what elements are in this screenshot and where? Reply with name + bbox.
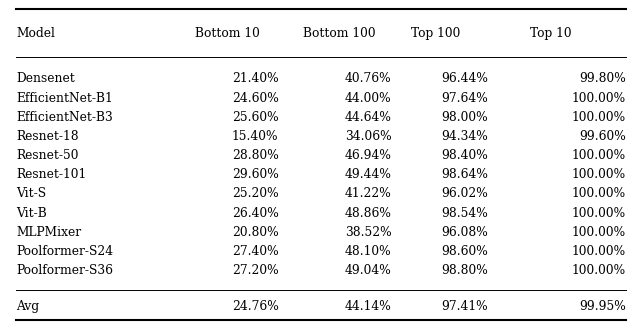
Text: Vit-S: Vit-S — [16, 187, 46, 200]
Text: Poolformer-S24: Poolformer-S24 — [16, 245, 113, 258]
Text: 38.52%: 38.52% — [345, 226, 392, 239]
Text: 97.64%: 97.64% — [441, 91, 488, 105]
Text: EfficientNet-B1: EfficientNet-B1 — [16, 91, 113, 105]
Text: Top 100: Top 100 — [410, 27, 460, 40]
Text: Bottom 100: Bottom 100 — [303, 27, 376, 40]
Text: 46.94%: 46.94% — [345, 149, 392, 162]
Text: 100.00%: 100.00% — [572, 168, 626, 181]
Text: Top 10: Top 10 — [529, 27, 572, 40]
Text: 98.80%: 98.80% — [441, 264, 488, 277]
Text: 21.40%: 21.40% — [232, 72, 278, 85]
Text: 96.02%: 96.02% — [441, 187, 488, 200]
Text: Resnet-101: Resnet-101 — [16, 168, 86, 181]
Text: 44.14%: 44.14% — [345, 300, 392, 313]
Text: 20.80%: 20.80% — [232, 226, 278, 239]
Text: 100.00%: 100.00% — [572, 226, 626, 239]
Text: EfficientNet-B3: EfficientNet-B3 — [16, 111, 113, 124]
Text: 44.00%: 44.00% — [345, 91, 392, 105]
Text: MLPMixer: MLPMixer — [16, 226, 81, 239]
Text: 100.00%: 100.00% — [572, 111, 626, 124]
Text: 40.76%: 40.76% — [345, 72, 392, 85]
Text: 41.22%: 41.22% — [345, 187, 392, 200]
Text: 98.00%: 98.00% — [441, 111, 488, 124]
Text: 44.64%: 44.64% — [345, 111, 392, 124]
Text: 100.00%: 100.00% — [572, 149, 626, 162]
Text: 98.64%: 98.64% — [441, 168, 488, 181]
Text: 98.40%: 98.40% — [441, 149, 488, 162]
Text: 100.00%: 100.00% — [572, 91, 626, 105]
Text: 24.60%: 24.60% — [232, 91, 278, 105]
Text: 97.41%: 97.41% — [441, 300, 488, 313]
Text: 99.95%: 99.95% — [579, 300, 626, 313]
Text: Resnet-18: Resnet-18 — [16, 130, 79, 143]
Text: 29.60%: 29.60% — [232, 168, 278, 181]
Text: 24.76%: 24.76% — [232, 300, 278, 313]
Text: Resnet-50: Resnet-50 — [16, 149, 79, 162]
Text: Vit-B: Vit-B — [16, 206, 47, 220]
Text: 25.60%: 25.60% — [232, 111, 278, 124]
Text: 34.06%: 34.06% — [345, 130, 392, 143]
Text: Densenet: Densenet — [16, 72, 75, 85]
Text: Bottom 10: Bottom 10 — [195, 27, 260, 40]
Text: 49.04%: 49.04% — [345, 264, 392, 277]
Text: 27.20%: 27.20% — [232, 264, 278, 277]
Text: 48.86%: 48.86% — [345, 206, 392, 220]
Text: 99.60%: 99.60% — [579, 130, 626, 143]
Text: 15.40%: 15.40% — [232, 130, 278, 143]
Text: 94.34%: 94.34% — [441, 130, 488, 143]
Text: 27.40%: 27.40% — [232, 245, 278, 258]
Text: 100.00%: 100.00% — [572, 206, 626, 220]
Text: Avg: Avg — [16, 300, 39, 313]
Text: 100.00%: 100.00% — [572, 264, 626, 277]
Text: 100.00%: 100.00% — [572, 245, 626, 258]
Text: 28.80%: 28.80% — [232, 149, 278, 162]
Text: 49.44%: 49.44% — [345, 168, 392, 181]
Text: 96.44%: 96.44% — [441, 72, 488, 85]
Text: 96.08%: 96.08% — [441, 226, 488, 239]
Text: 48.10%: 48.10% — [345, 245, 392, 258]
Text: 99.80%: 99.80% — [579, 72, 626, 85]
Text: Model: Model — [16, 27, 55, 40]
Text: 100.00%: 100.00% — [572, 187, 626, 200]
Text: 25.20%: 25.20% — [232, 187, 278, 200]
Text: 98.54%: 98.54% — [441, 206, 488, 220]
Text: 98.60%: 98.60% — [441, 245, 488, 258]
Text: 26.40%: 26.40% — [232, 206, 278, 220]
Text: Poolformer-S36: Poolformer-S36 — [16, 264, 113, 277]
